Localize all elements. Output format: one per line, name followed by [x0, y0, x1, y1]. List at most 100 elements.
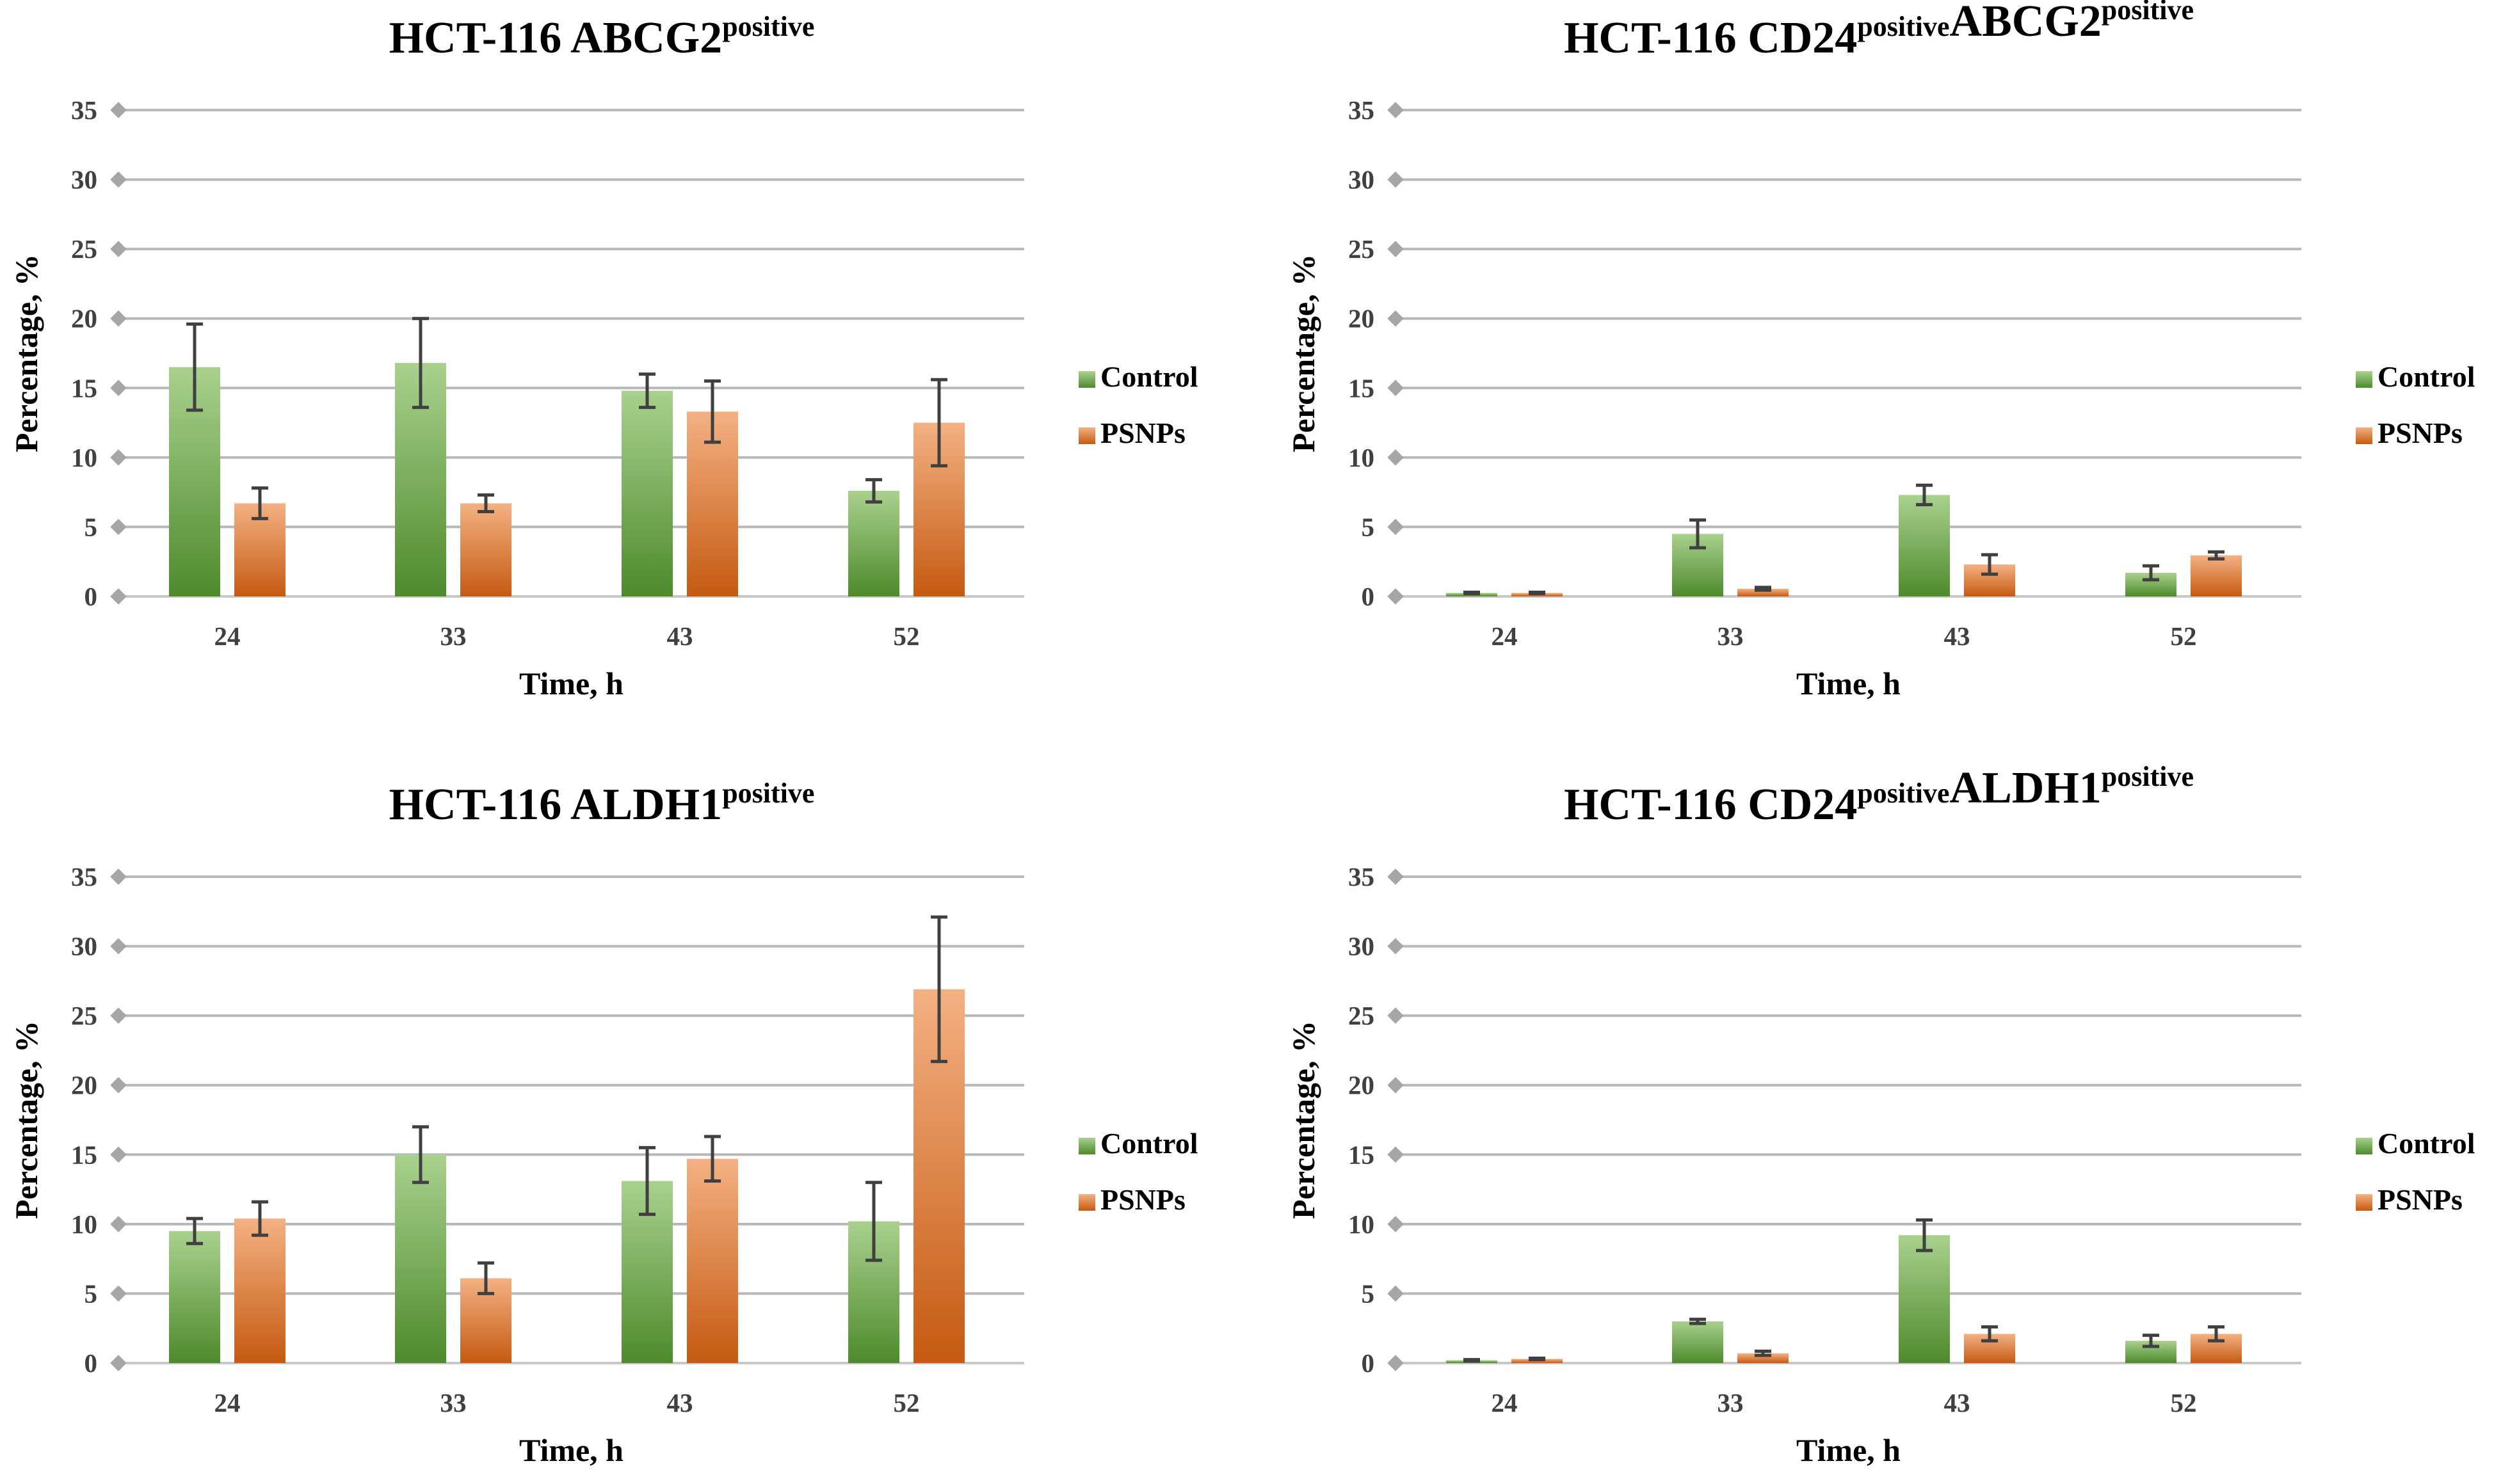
bar-control-52	[848, 490, 899, 596]
legend-swatch-psnps	[1079, 427, 1095, 444]
tick-marker-diamond	[110, 171, 127, 188]
tick-marker-diamond	[110, 1285, 127, 1302]
tick-marker-diamond	[110, 449, 127, 466]
legend-swatch-control	[1079, 371, 1095, 388]
y-axis-title: Percentage, %	[1285, 1021, 1321, 1219]
chart-title-marker: CD24	[1748, 780, 1857, 829]
tick-marker-diamond	[1387, 1216, 1404, 1233]
tick-marker-diamond	[1387, 379, 1404, 397]
x-tick-label: 43	[1944, 621, 1970, 651]
x-tick-label: 33	[1718, 1388, 1744, 1417]
chart-title-marker: ABCG2	[570, 13, 722, 63]
tick-marker-diamond	[110, 588, 127, 605]
tick-marker-diamond	[1387, 1076, 1404, 1094]
bar-psnps-52	[2191, 555, 2242, 596]
tick-marker-diamond	[110, 1216, 127, 1233]
tick-marker-diamond	[1387, 1285, 1404, 1302]
tick-marker-diamond	[1387, 588, 1404, 605]
x-tick-label: 52	[2171, 1388, 2197, 1417]
legend-label-control: Control	[2377, 360, 2475, 393]
tick-marker-diamond	[1387, 868, 1404, 885]
y-axis-title: Percentage, %	[1285, 254, 1321, 452]
y-tick-label: 30	[71, 932, 97, 961]
y-tick-label: 25	[71, 1001, 97, 1030]
legend-swatch-psnps	[2356, 427, 2372, 444]
x-tick-label: 43	[1944, 1388, 1970, 1417]
y-tick-label: 5	[84, 1279, 98, 1308]
y-axis-title: Percentage, %	[8, 1021, 44, 1219]
chart-title-superscript: positive	[722, 778, 814, 809]
y-tick-label: 5	[1362, 512, 1375, 541]
legend-swatch-control	[1079, 1138, 1095, 1154]
y-tick-label: 10	[1348, 443, 1374, 472]
x-tick-label: 33	[440, 621, 467, 651]
chart-title-superscript: positive	[2102, 0, 2194, 26]
x-tick-label: 24	[214, 1388, 241, 1417]
y-tick-label: 25	[1348, 1001, 1374, 1030]
legend-label-control: Control	[1100, 360, 1198, 393]
bar-control-43	[1899, 495, 1950, 596]
chart-title: HCT-116 ABCG2positive	[389, 11, 815, 63]
chart-title: HCT-116 CD24positiveALDH1positive	[1564, 761, 2194, 829]
y-tick-label: 15	[71, 373, 97, 403]
y-tick-label: 10	[1348, 1209, 1374, 1239]
legend-label-psnps: PSNPs	[1100, 417, 1186, 449]
bar-psnps-33	[460, 503, 511, 596]
tick-marker-diamond	[110, 868, 127, 885]
y-tick-label: 5	[1362, 1279, 1375, 1308]
legend-label-psnps: PSNPs	[2377, 417, 2463, 449]
tick-marker-diamond	[1387, 171, 1404, 188]
tick-marker-diamond	[110, 1076, 127, 1094]
chart-title-marker: ALDH1	[1950, 763, 2102, 813]
y-tick-label: 20	[1348, 1071, 1374, 1100]
x-axis-title: Time, h	[519, 1432, 624, 1468]
legend-label-psnps: PSNPs	[1100, 1183, 1186, 1216]
x-tick-label: 52	[2171, 621, 2197, 651]
tick-marker-diamond	[1387, 937, 1404, 955]
bar-control-33	[395, 1154, 446, 1363]
tick-marker-diamond	[1387, 1007, 1404, 1024]
tick-marker-diamond	[110, 379, 127, 397]
tick-marker-diamond	[110, 1355, 127, 1371]
y-tick-label: 0	[84, 582, 98, 611]
y-tick-label: 35	[1348, 862, 1374, 891]
legend-label-psnps: PSNPs	[2377, 1183, 2463, 1216]
chart-title-superscript: positive	[2102, 761, 2194, 792]
x-tick-label: 43	[667, 621, 693, 651]
legend-swatch-psnps	[2356, 1194, 2372, 1211]
tick-marker-diamond	[1387, 518, 1404, 536]
chart-title: HCT-116 CD24positiveABCG2positive	[1564, 0, 2194, 63]
x-tick-label: 43	[667, 1388, 693, 1417]
legend-swatch-psnps	[1079, 1194, 1095, 1211]
chart-title-superscript: positive	[1857, 778, 1949, 809]
y-tick-label: 15	[1348, 1140, 1374, 1169]
y-tick-label: 10	[71, 1209, 97, 1239]
x-tick-label: 33	[440, 1388, 467, 1417]
chart-title: HCT-116 ALDH1positive	[389, 778, 815, 829]
tick-marker-diamond	[110, 937, 127, 955]
bar-psnps-43	[687, 1158, 738, 1363]
x-tick-label: 33	[1718, 621, 1744, 651]
legend-label-control: Control	[1100, 1127, 1198, 1160]
x-tick-label: 24	[1492, 621, 1518, 651]
y-tick-label: 0	[1362, 1348, 1375, 1378]
y-tick-label: 15	[71, 1140, 97, 1169]
tick-marker-diamond	[1387, 1355, 1404, 1371]
chart-title-superscript: positive	[1857, 11, 1949, 42]
tick-marker-diamond	[1387, 449, 1404, 466]
y-tick-label: 30	[1348, 165, 1374, 195]
tick-marker-diamond	[110, 241, 127, 257]
y-tick-label: 0	[1362, 582, 1375, 611]
tick-marker-diamond	[110, 518, 127, 536]
y-tick-label: 25	[1348, 234, 1374, 264]
chart-panel-2: HCT-116 CD24positiveABCG2positive0510152…	[1285, 0, 2475, 701]
bar-psnps-33	[1737, 589, 1789, 596]
chart-title-prefix: HCT-116	[1564, 13, 1748, 63]
bar-control-43	[1899, 1235, 1950, 1363]
y-tick-label: 20	[71, 1071, 97, 1100]
tick-marker-diamond	[110, 1007, 127, 1024]
bar-control-24	[169, 1231, 220, 1363]
y-tick-label: 35	[71, 862, 97, 891]
chart-title-prefix: HCT-116	[389, 780, 570, 829]
